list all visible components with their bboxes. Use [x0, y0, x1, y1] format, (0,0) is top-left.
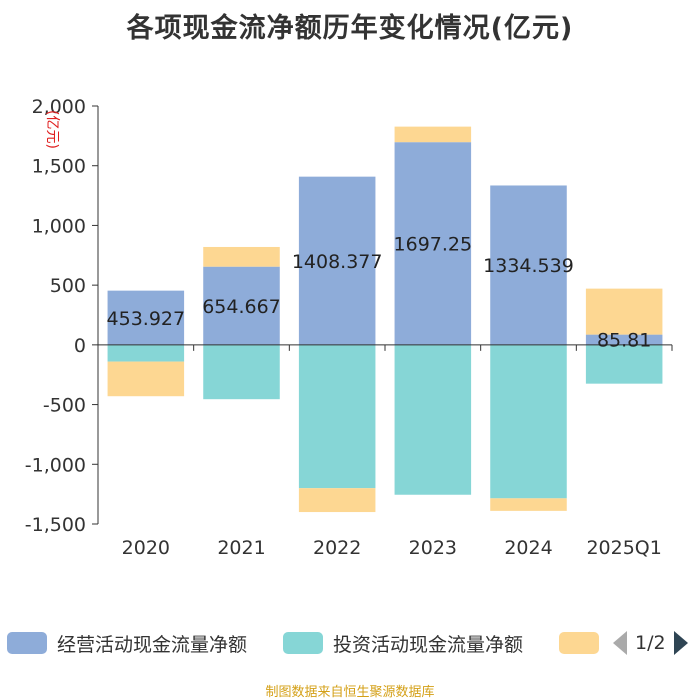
cash-flow-chart: 2,000 1,500 1,000 500 0 -500 -1,000 -1,500 (亿元) 4… [25, 96, 673, 559]
bar-financing [203, 246, 280, 267]
bar-investing [107, 344, 185, 362]
x-tick-label: 2025Q1 [586, 537, 661, 559]
bar-investing [585, 344, 663, 384]
bar-operating [394, 142, 472, 345]
y-tick-label: 500 [50, 275, 86, 297]
data-label: 453.927 [107, 308, 186, 330]
legend-item-investing[interactable]: 投资活动现金流量净额 [283, 626, 523, 660]
legend-page-indicator: 1/2 [635, 632, 666, 654]
legend-swatch-investing [283, 632, 323, 654]
legend-item-operating[interactable]: 经营活动现金流量净额 [7, 626, 247, 660]
bar-financing [490, 498, 567, 511]
data-label: 1334.539 [483, 255, 574, 277]
bar-investing [490, 344, 567, 499]
legend-label-investing: 投资活动现金流量净额 [333, 633, 524, 656]
legend-item-financing[interactable] [559, 626, 609, 660]
legend-pager: 1/2 [613, 626, 688, 660]
data-label: 85.81 [597, 330, 651, 352]
bar-operating [203, 266, 280, 345]
bar-operating [107, 290, 185, 345]
footer-source: 制图数据来自恒生聚源数据库 [265, 685, 435, 700]
y-tick-label: 2,000 [32, 96, 86, 118]
x-tick-label: 2021 [217, 537, 265, 559]
y-axis-label: (亿元) [44, 110, 60, 149]
x-tick-label: 2022 [313, 537, 361, 559]
x-tick-label: 2020 [122, 537, 170, 559]
bar-investing [394, 344, 472, 495]
y-tick-label: -1,000 [25, 454, 86, 476]
data-label: 1408.377 [292, 251, 383, 273]
legend: 经营活动现金流量净额 投资活动现金流量净额 1/2 [0, 626, 700, 660]
legend-label-operating: 经营活动现金流量净额 [57, 633, 248, 656]
x-tick-label: 2023 [409, 537, 457, 559]
bar-operating [490, 185, 567, 345]
bar-financing [298, 488, 376, 513]
data-label: 1697.25 [394, 234, 473, 256]
bar-operating [585, 334, 663, 345]
y-tick-label: 1,000 [32, 215, 86, 237]
bar-financing [394, 126, 472, 143]
chart-title: 各项现金流净额历年变化情况(亿元) [126, 13, 574, 44]
bar-operating [298, 176, 376, 345]
bar-financing [585, 288, 663, 335]
x-tick-label: 2024 [504, 537, 552, 559]
y-tick-label: 1,500 [32, 156, 86, 178]
y-tick-label: -1,500 [25, 514, 86, 536]
y-tick-label: -500 [43, 395, 86, 417]
bar-investing [298, 344, 376, 489]
bar-investing [203, 344, 280, 400]
legend-next-icon[interactable] [673, 631, 688, 655]
y-tick-label: 0 [74, 335, 86, 357]
legend-swatch-operating [7, 632, 47, 654]
bar-financing [107, 361, 185, 397]
legend-swatch-financing [559, 632, 599, 654]
legend-prev-icon[interactable] [613, 631, 627, 655]
data-label: 654.667 [202, 296, 281, 318]
